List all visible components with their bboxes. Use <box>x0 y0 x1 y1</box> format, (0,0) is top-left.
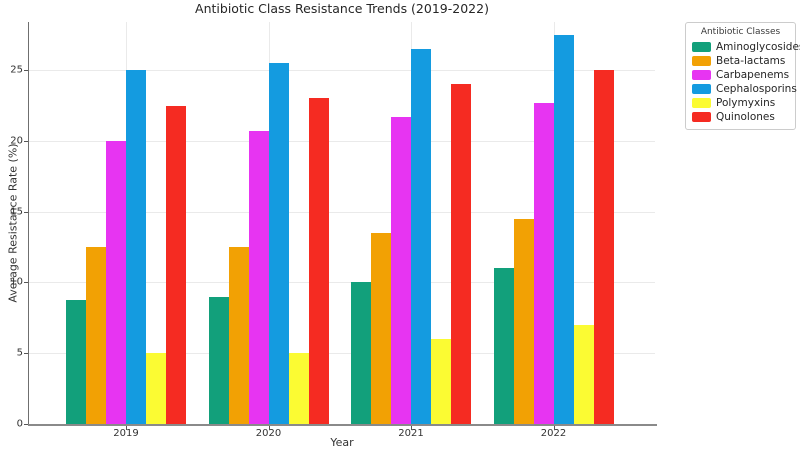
legend-swatch-icon <box>692 42 711 52</box>
legend-item-carbapenems: Carbapenems <box>692 68 789 82</box>
y-tick-mark <box>24 211 28 213</box>
bar-polymyxins-2021 <box>431 339 451 424</box>
y-tick-label: 10 <box>10 276 23 288</box>
bar-beta-lactams-2021 <box>371 232 391 424</box>
legend-swatch-icon <box>692 98 711 108</box>
bar-carbapenems-2020 <box>248 131 269 424</box>
bar-carbapenems-2019 <box>106 140 126 424</box>
legend-label: Carbapenems <box>716 69 790 81</box>
bar-quinolones-2021 <box>451 84 471 424</box>
bar-polymyxins-2020 <box>288 353 309 424</box>
y-tick-label: 5 <box>16 347 23 359</box>
y-tick-label: 15 <box>10 206 23 218</box>
y-axis-line <box>28 22 29 425</box>
h-gridline <box>29 140 655 142</box>
bar-polymyxins-2019 <box>146 353 166 424</box>
legend-label: Aminoglycosides <box>716 41 800 53</box>
y-tick-label: 20 <box>10 135 23 147</box>
bar-aminoglycosides-2021 <box>351 282 371 424</box>
bar-polymyxins-2022 <box>573 324 594 424</box>
y-tick-mark <box>24 424 28 425</box>
legend-title: Antibiotic Classes <box>700 27 781 37</box>
h-gridline <box>29 353 655 355</box>
y-tick-label: 0 <box>16 418 23 430</box>
y-tick-mark <box>24 140 28 142</box>
bar-aminoglycosides-2019 <box>66 299 86 424</box>
legend-item-quinolones: Quinolones <box>692 110 789 124</box>
bar-aminoglycosides-2020 <box>208 296 229 424</box>
bar-cephalosporins-2020 <box>268 63 289 424</box>
y-tick-label: 25 <box>10 64 23 76</box>
bar-cephalosporins-2019 <box>126 70 146 424</box>
x-tick-label: 2021 <box>398 428 424 439</box>
h-gridline <box>29 70 655 72</box>
x-tick-label: 2019 <box>113 428 139 439</box>
legend-label: Beta-lactams <box>716 55 786 67</box>
h-gridline <box>29 211 655 213</box>
bar-carbapenems-2022 <box>533 103 554 424</box>
x-tick-label: 2022 <box>540 428 567 439</box>
x-tick-mark <box>126 426 127 430</box>
y-tick-mark <box>24 70 28 72</box>
legend-label: Polymyxins <box>716 97 776 109</box>
x-tick-label: 2020 <box>255 428 282 439</box>
x-tick-mark <box>411 426 412 430</box>
legend-item-cephalosporins: Cephalosporins <box>692 82 797 96</box>
bar-cephalosporins-2021 <box>411 48 431 424</box>
legend-swatch-icon <box>692 70 711 80</box>
chart-title: Antibiotic Class Resistance Trends (2019… <box>195 1 489 16</box>
legend: Antibiotic Classes Aminoglycosides Beta-l… <box>685 22 800 130</box>
x-tick-mark <box>553 426 555 430</box>
legend-item-polymyxins: Polymyxins <box>692 96 789 110</box>
y-tick-mark <box>24 353 28 355</box>
legend-item-beta-lactams: Beta-lactams <box>692 54 789 68</box>
legend-swatch-icon <box>692 112 711 122</box>
legend-swatch-icon <box>692 84 711 94</box>
bar-quinolones-2019 <box>166 105 186 424</box>
bar-quinolones-2020 <box>308 98 329 424</box>
y-tick-mark <box>24 282 28 284</box>
bar-aminoglycosides-2022 <box>493 268 514 424</box>
x-tick-mark <box>268 426 270 430</box>
h-gridline <box>29 282 655 284</box>
legend-label: Quinolones <box>716 111 775 123</box>
legend-items: Aminoglycosides Beta-lactams Carbapenems Ce… <box>692 40 800 124</box>
x-axis-line <box>28 424 657 426</box>
bar-beta-lactams-2020 <box>228 247 249 424</box>
bar-cephalosporins-2022 <box>553 34 574 424</box>
bar-carbapenems-2021 <box>391 117 411 424</box>
bar-beta-lactams-2022 <box>513 218 534 424</box>
legend-swatch-icon <box>692 56 711 66</box>
x-axis-label: Year <box>330 436 354 449</box>
legend-item-aminoglycosides: Aminoglycosides <box>692 40 800 54</box>
bar-quinolones-2022 <box>593 70 614 424</box>
legend-label: Cephalosporins <box>716 83 797 95</box>
bar-beta-lactams-2019 <box>86 247 106 424</box>
